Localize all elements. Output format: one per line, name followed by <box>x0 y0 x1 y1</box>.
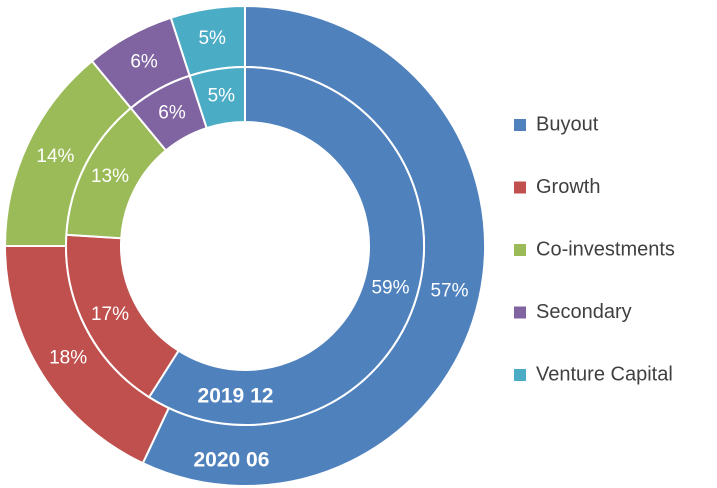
value-label: 5% <box>208 85 236 106</box>
value-label: 6% <box>130 51 158 72</box>
legend-label: Co-investments <box>536 238 675 260</box>
legend-swatch <box>514 181 526 194</box>
legend-swatch <box>514 244 526 256</box>
legend-swatch <box>514 369 526 381</box>
doughnut-segment <box>188 65 246 130</box>
legend-swatch <box>514 119 526 131</box>
value-label: 6% <box>158 102 186 123</box>
value-label: 18% <box>49 347 87 368</box>
value-label: 13% <box>91 166 129 187</box>
series-label: 2020 06 <box>194 449 270 472</box>
value-label: 57% <box>430 281 468 302</box>
value-label: 14% <box>36 146 74 167</box>
legend-label: Venture Capital <box>536 363 673 385</box>
legend-label: Growth <box>536 176 600 198</box>
legend-swatch <box>514 306 526 319</box>
series-label: 2019 12 <box>198 385 274 408</box>
value-label: 17% <box>91 304 129 325</box>
value-label: 59% <box>371 277 409 298</box>
doughnut-segment <box>147 65 425 426</box>
legend-label: Buyout <box>536 113 599 135</box>
legend-label: Secondary <box>536 301 632 323</box>
value-label: 5% <box>198 28 226 49</box>
